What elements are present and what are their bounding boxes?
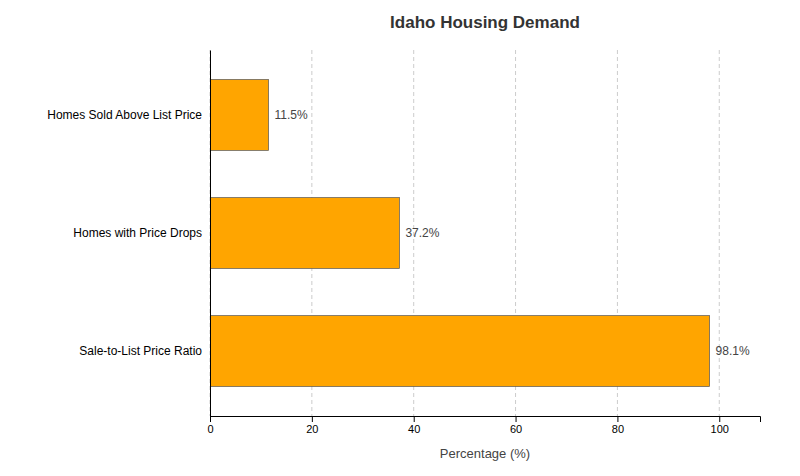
x-tick-mark <box>414 416 415 422</box>
x-tick-label: 40 <box>408 423 420 435</box>
data-label: 37.2% <box>405 226 439 240</box>
x-tick-mark <box>516 416 517 422</box>
x-tick: 60 <box>510 416 522 435</box>
x-tick-label: 0 <box>207 423 213 435</box>
x-axis-line <box>211 417 761 423</box>
title: Idaho Housing Demand <box>390 13 580 32</box>
x-tick: 100 <box>711 416 729 435</box>
plot: 0 20 40 60 80 100 Sale-to-List Price Ratio Home… <box>47 50 760 435</box>
y-tick-label: Homes with Price Drops <box>73 226 202 240</box>
bar <box>210 198 399 269</box>
data-label: 11.5% <box>275 108 308 122</box>
x-tick-label: 80 <box>612 423 624 435</box>
x-tick-label: 100 <box>711 423 729 435</box>
data-labels: 98.1% 37.2% 11.5% <box>275 108 750 358</box>
x-tick: 20 <box>306 416 318 435</box>
y-axis: Sale-to-List Price Ratio Homes with Price… <box>47 51 210 417</box>
bars <box>210 80 710 387</box>
x-tick-mark <box>210 416 211 422</box>
data-label: 98.1% <box>716 344 750 358</box>
chart: 0 20 40 60 80 100 Sale-to-List Price Ratio Home… <box>0 0 800 476</box>
y-tick-label: Sale-to-List Price Ratio <box>79 344 202 358</box>
grid <box>210 50 719 416</box>
x-tick: 40 <box>408 416 420 435</box>
grid-line <box>210 50 211 416</box>
bar <box>210 80 269 151</box>
bar <box>210 316 710 387</box>
x-tick: 80 <box>612 416 624 435</box>
x-tick-mark <box>617 416 618 422</box>
grid-line <box>719 50 720 416</box>
y-tick: Sale-to-List Price Ratio <box>79 344 210 358</box>
x-tick-mark <box>312 416 313 422</box>
x-tick-label: 60 <box>510 423 522 435</box>
y-tick: Homes with Price Drops <box>73 226 210 240</box>
y-tick: Homes Sold Above List Price <box>47 108 210 122</box>
x-axis: 0 20 40 60 80 100 <box>207 416 760 435</box>
x-tick: 0 <box>207 416 213 435</box>
x-tick-label: 20 <box>306 423 318 435</box>
y-axis-line <box>210 51 211 417</box>
x-tick-mark <box>719 416 720 422</box>
y-tick-label: Homes Sold Above List Price <box>47 108 202 122</box>
x-axis-title: Percentage (%) <box>440 446 530 461</box>
